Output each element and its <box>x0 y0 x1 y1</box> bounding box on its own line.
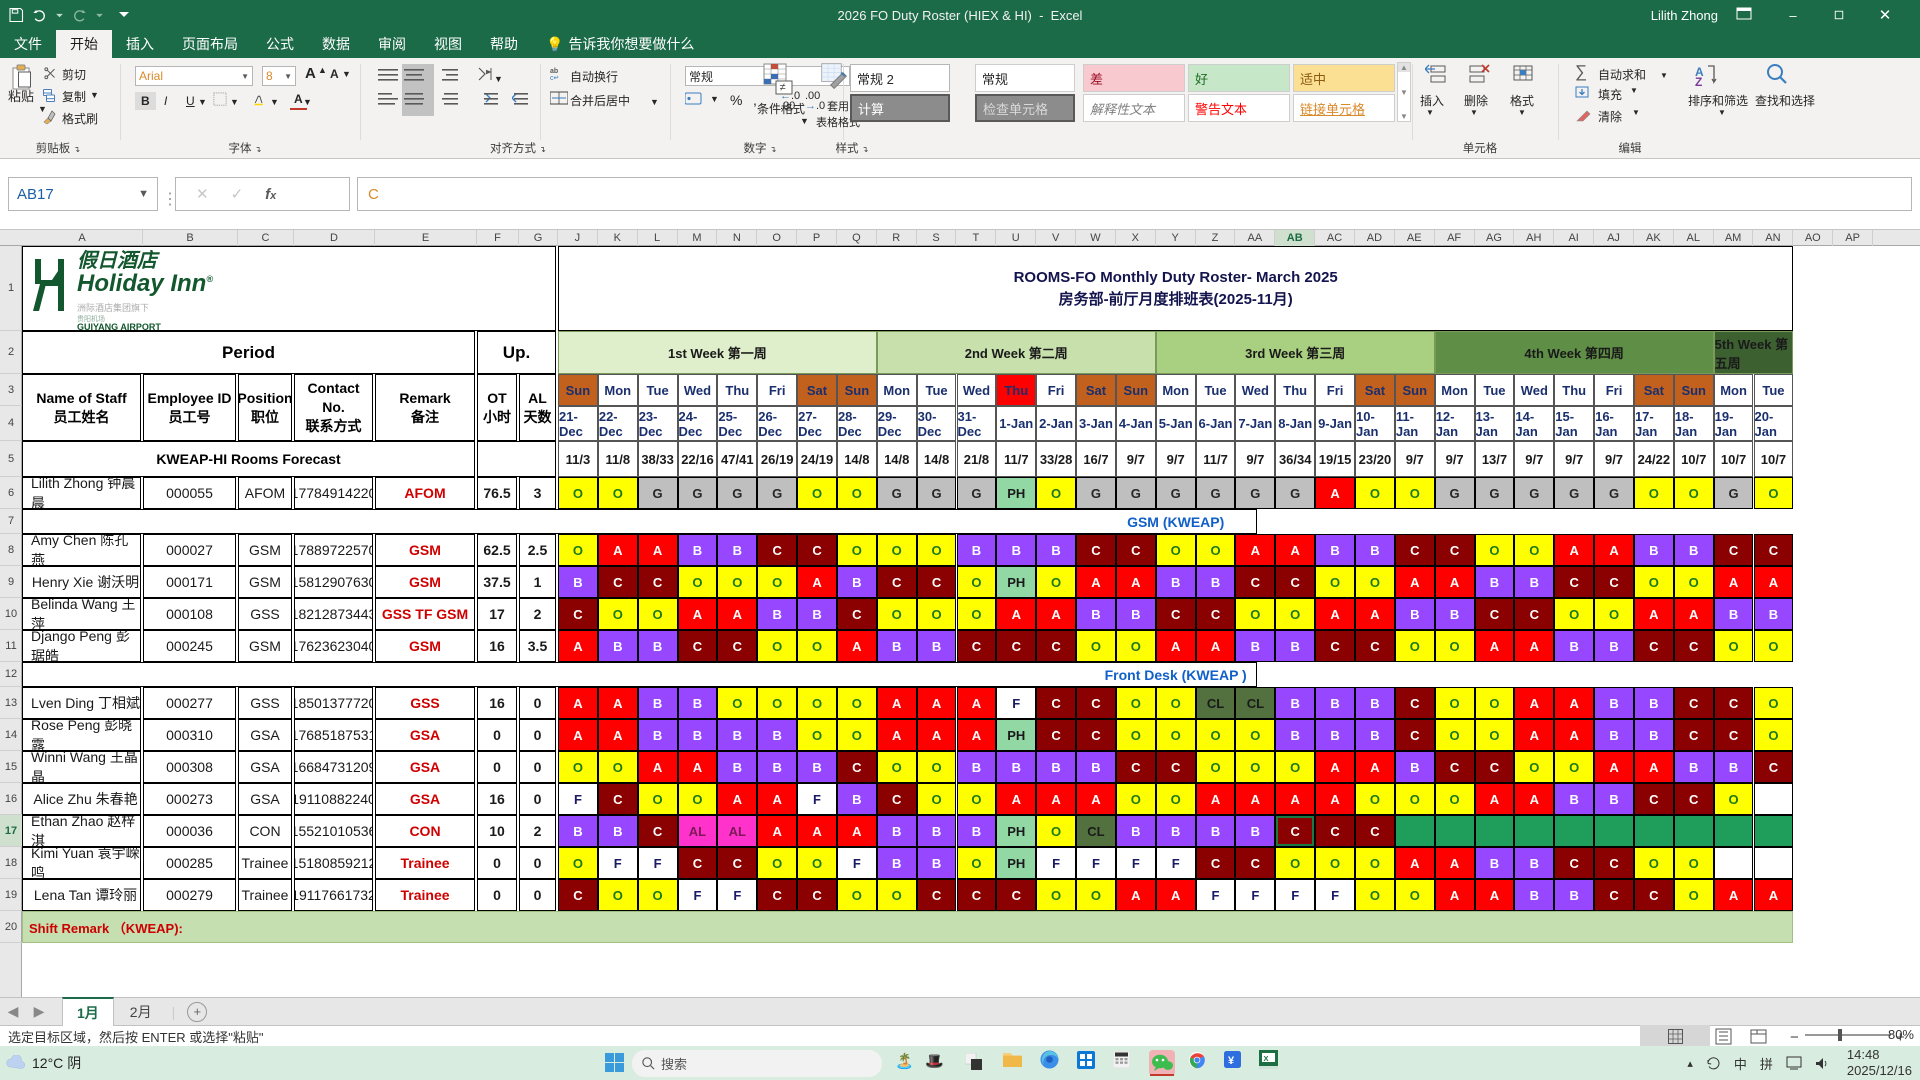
svg-text:≠: ≠ <box>780 82 786 94</box>
svg-text:ab: ab <box>550 68 558 75</box>
svg-text:X: X <box>1264 1054 1269 1063</box>
svg-text:c↵: c↵ <box>550 75 559 81</box>
svg-text:Z: Z <box>1695 75 1702 86</box>
svg-text:¥: ¥ <box>1228 1055 1235 1067</box>
